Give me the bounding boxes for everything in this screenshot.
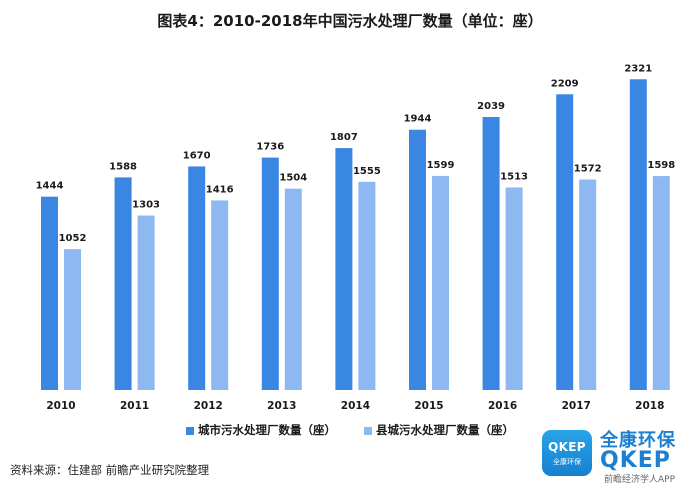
bar-city-2012	[188, 166, 206, 390]
data-label-city-2015: 1944	[404, 114, 432, 125]
bar-county-2011	[137, 215, 155, 390]
x-tick-label-2015: 2015	[414, 400, 443, 412]
data-label-county-2013: 1504	[279, 173, 307, 184]
data-label-county-2016: 1513	[500, 171, 528, 182]
x-tick-label-2018: 2018	[635, 400, 664, 412]
chart-legend: 城市污水处理厂数量（座） 县城污水处理厂数量（座）	[0, 422, 700, 438]
data-label-county-2014: 1555	[353, 166, 381, 177]
x-tick-label-2017: 2017	[562, 400, 591, 412]
bar-city-2013	[261, 157, 279, 390]
bar-city-2014	[335, 148, 353, 390]
data-label-city-2010: 1444	[36, 181, 64, 192]
brand-subtitle: 前瞻经济学人APP	[604, 475, 676, 485]
source-note: 资料来源：住建部 前瞻产业研究院整理	[10, 463, 210, 477]
bar-city-2015	[409, 129, 426, 390]
bar-city-2010	[41, 196, 58, 390]
data-label-county-2012: 1416	[206, 184, 234, 195]
data-label-city-2013: 1736	[256, 142, 284, 153]
legend-swatch-county	[364, 426, 372, 435]
bar-city-2016	[482, 117, 500, 390]
x-tick-label-2010: 2010	[46, 400, 75, 412]
data-label-city-2014: 1807	[330, 132, 358, 143]
x-tick-label-2011: 2011	[120, 400, 149, 412]
data-label-city-2017: 2209	[551, 78, 579, 89]
legend-swatch-city	[185, 426, 194, 435]
data-label-city-2016: 2039	[477, 101, 505, 112]
brand-badge-top: QKEP	[548, 440, 586, 454]
bar-county-2014	[358, 181, 376, 390]
data-label-county-2015: 1599	[427, 160, 455, 171]
brand-badge-bottom: 全康环保	[553, 458, 581, 466]
data-label-city-2012: 1670	[183, 150, 211, 161]
bar-county-2016	[505, 187, 523, 390]
brand-logo: QKEP 全康环保 全康环保 QKEP 前瞻经济学人APP	[542, 426, 692, 485]
bar-city-2018	[629, 79, 647, 390]
bar-county-2012	[211, 200, 229, 390]
x-tick-label-2014: 2014	[341, 400, 370, 412]
bar-county-2017	[579, 179, 597, 390]
brand-name-en: QKEP	[600, 448, 671, 473]
x-tick-label-2013: 2013	[267, 400, 296, 412]
legend-item-city: 城市污水处理厂数量（座）	[185, 422, 336, 438]
chart-title: 图表4：2010-2018年中国污水处理厂数量（单位：座）	[157, 12, 543, 30]
data-label-county-2018: 1598	[647, 160, 675, 171]
legend-label-city: 城市污水处理厂数量（座）	[197, 423, 336, 437]
data-label-county-2011: 1303	[132, 200, 160, 211]
data-label-city-2018: 2321	[624, 63, 652, 74]
data-label-county-2017: 1572	[574, 164, 602, 175]
x-tick-label-2012: 2012	[194, 400, 223, 412]
data-label-city-2011: 1588	[109, 161, 137, 172]
legend-label-county: 县城污水处理厂数量（座）	[376, 423, 514, 437]
bar-county-2010	[64, 249, 81, 390]
bar-city-2011	[114, 177, 132, 390]
bar-county-2013	[284, 188, 302, 390]
x-tick-label-2016: 2016	[488, 400, 517, 412]
bar-city-2017	[556, 94, 574, 390]
bar-chart: 1444 1052 2010 1588 1303 2011 1670 1416 2012 1736…	[36, 63, 676, 412]
brand-name-cn: 全康环保	[600, 430, 676, 451]
brand-badge: QKEP 全康环保	[542, 430, 592, 476]
data-label-county-2010: 1052	[59, 233, 87, 244]
bar-county-2018	[652, 176, 670, 390]
bar-county-2015	[432, 175, 449, 390]
legend-item-county: 县城污水处理厂数量（座）	[364, 422, 514, 438]
